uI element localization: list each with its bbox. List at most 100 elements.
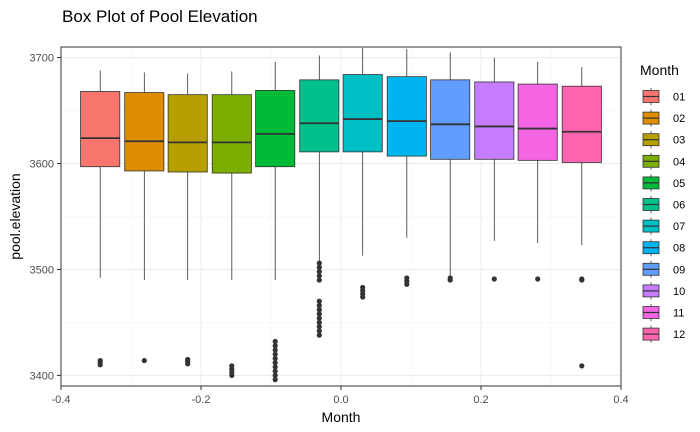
outlier-point xyxy=(316,319,322,326)
legend-label: 10 xyxy=(673,286,685,298)
outlier-point xyxy=(272,372,278,379)
outlier-point xyxy=(141,357,147,364)
legend-label: 02 xyxy=(673,113,685,125)
y-tick-label: 3500 xyxy=(30,264,54,276)
outlier-point xyxy=(272,351,278,357)
x-tick-label: 0.2 xyxy=(473,394,488,406)
outlier-point xyxy=(316,260,322,266)
outlier-point xyxy=(185,356,191,363)
outlier-point xyxy=(316,277,322,283)
legend-label: 08 xyxy=(673,243,685,255)
legend-label: 01 xyxy=(673,92,685,104)
outlier-point xyxy=(316,311,322,317)
outlier-point xyxy=(316,315,322,321)
legend-title: Month xyxy=(640,62,679,78)
box-iqr xyxy=(124,92,165,172)
box-month-10 xyxy=(474,57,515,282)
outlier-point xyxy=(316,307,322,313)
legend-label: 07 xyxy=(673,221,685,233)
chart-title: Box Plot of Pool Elevation xyxy=(62,7,258,26)
y-tick-label: 3600 xyxy=(30,159,54,171)
y-tick-label: 3700 xyxy=(30,53,54,65)
box-month-11 xyxy=(517,61,558,282)
legend-label: 03 xyxy=(673,135,685,147)
legend-item-08: 08 xyxy=(642,239,685,257)
box-iqr xyxy=(80,91,121,168)
legend-item-11: 11 xyxy=(642,304,684,321)
legend-label: 06 xyxy=(673,200,685,212)
box-month-02 xyxy=(124,72,165,364)
outlier-point xyxy=(229,363,235,369)
y-axis-title: pool.elevation xyxy=(7,173,23,259)
box-iqr xyxy=(430,79,471,160)
box-month-08 xyxy=(386,49,427,287)
legend-item-06: 06 xyxy=(642,196,685,213)
outlier-point xyxy=(316,264,322,270)
legend-label: 05 xyxy=(673,178,685,190)
legend-item-04: 04 xyxy=(642,152,685,170)
outlier-point xyxy=(272,347,278,353)
axis-ticks: -0.4 -0.2 0.0 0.2 0.4 3400 3500 3600 3700 xyxy=(30,53,629,406)
legend-label: 09 xyxy=(673,264,685,276)
x-tick-label: -0.4 xyxy=(52,394,71,406)
outlier-point xyxy=(316,268,322,275)
outlier-point xyxy=(272,355,278,362)
box-iqr xyxy=(211,94,252,174)
x-tick-label: 0.0 xyxy=(333,394,348,406)
outlier-point xyxy=(316,298,322,304)
outlier-point xyxy=(579,276,585,282)
legend-item-12: 12 xyxy=(642,325,685,343)
outlier-point xyxy=(360,284,366,291)
box-month-07 xyxy=(342,48,383,300)
legend-label: 12 xyxy=(673,329,685,341)
x-tick-label: 0.4 xyxy=(613,394,628,406)
legend-label: 04 xyxy=(673,156,685,168)
legend-item-03: 03 xyxy=(642,131,685,149)
box-iqr xyxy=(561,85,602,163)
outlier-point xyxy=(272,338,278,345)
box-month-05 xyxy=(255,61,296,383)
box-month-09 xyxy=(430,52,471,283)
outlier-point xyxy=(447,275,453,281)
legend-item-02: 02 xyxy=(642,109,685,127)
box-month-03 xyxy=(167,73,208,367)
box-iqr xyxy=(299,79,340,153)
outlier-point xyxy=(316,302,322,309)
box-month-06 xyxy=(299,55,340,338)
legend: Month 01 02 03 04 05 06 07 08 09 10 11 12 xyxy=(640,62,685,343)
legend-label: 11 xyxy=(673,308,684,320)
box-iqr xyxy=(255,90,296,168)
outlier-point xyxy=(316,324,322,330)
box-iqr xyxy=(474,81,515,160)
outlier-point xyxy=(272,377,278,383)
legend-item-01: 01 xyxy=(642,88,685,105)
legend-item-10: 10 xyxy=(642,282,685,300)
box-iqr xyxy=(517,83,558,161)
box-iqr xyxy=(342,74,383,153)
x-tick-label: -0.2 xyxy=(192,394,211,406)
outlier-point xyxy=(272,368,278,374)
outlier-point xyxy=(272,364,278,370)
box-month-12 xyxy=(561,67,602,369)
box-month-01 xyxy=(80,70,121,368)
outlier-point xyxy=(535,276,541,282)
box-iqr xyxy=(167,94,208,173)
outlier-point xyxy=(97,357,103,364)
legend-item-07: 07 xyxy=(642,217,685,235)
box-series xyxy=(80,48,602,383)
outlier-point xyxy=(316,328,322,334)
y-tick-label: 3400 xyxy=(30,370,54,382)
outlier-point xyxy=(316,273,322,279)
outlier-point xyxy=(579,363,585,369)
box-iqr xyxy=(386,76,427,157)
box-month-04 xyxy=(211,71,252,379)
outlier-point xyxy=(404,275,410,281)
outlier-point xyxy=(491,276,497,282)
legend-item-09: 09 xyxy=(642,260,685,278)
outlier-point xyxy=(272,343,278,349)
legend-item-05: 05 xyxy=(642,174,685,192)
x-axis-title: Month xyxy=(322,409,361,425)
outlier-point xyxy=(272,360,278,366)
outlier-point xyxy=(316,332,322,338)
